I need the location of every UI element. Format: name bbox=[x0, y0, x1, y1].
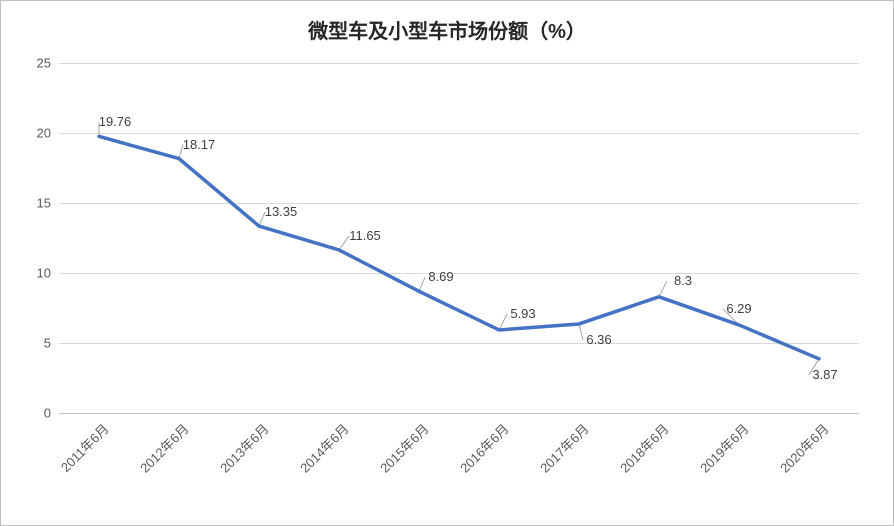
leader-line bbox=[499, 314, 507, 330]
data-label: 11.65 bbox=[349, 228, 381, 243]
y-tick-label: 0 bbox=[44, 406, 59, 421]
x-tick-label: 2017年6月 bbox=[535, 419, 592, 476]
y-tick-label: 15 bbox=[37, 196, 59, 211]
data-label: 6.29 bbox=[726, 301, 751, 316]
data-label: 5.93 bbox=[510, 306, 535, 321]
y-tick-label: 25 bbox=[37, 56, 59, 71]
data-label: 8.3 bbox=[674, 273, 692, 288]
x-tick-label: 2016年6月 bbox=[455, 419, 512, 476]
data-label: 13.35 bbox=[265, 204, 298, 219]
x-tick-label: 2011年6月 bbox=[56, 419, 113, 476]
leader-line bbox=[339, 236, 349, 250]
x-tick-label: 2013年6月 bbox=[215, 419, 272, 476]
data-label: 18.17 bbox=[183, 137, 216, 152]
chart-container: 微型车及小型车市场份额（%） 05101520252011年6月2012年6月2… bbox=[0, 0, 894, 526]
x-tick-label: 2015年6月 bbox=[375, 419, 432, 476]
data-label: 19.76 bbox=[99, 114, 132, 129]
series-line bbox=[99, 136, 819, 358]
y-tick-label: 20 bbox=[37, 126, 59, 141]
y-tick-label: 10 bbox=[37, 266, 59, 281]
x-tick-label: 2018年6月 bbox=[615, 419, 672, 476]
x-tick-label: 2012年6月 bbox=[135, 419, 192, 476]
plot-area: 05101520252011年6月2012年6月2013年6月2014年6月20… bbox=[59, 63, 859, 413]
data-label: 3.87 bbox=[812, 367, 837, 382]
data-label: 6.36 bbox=[586, 332, 611, 347]
leader-line bbox=[579, 324, 583, 340]
data-label: 8.69 bbox=[428, 269, 453, 284]
chart-title: 微型车及小型车市场份额（%） bbox=[1, 1, 893, 44]
x-tick-label: 2014年6月 bbox=[295, 419, 352, 476]
leader-line bbox=[659, 281, 667, 297]
x-tick-label: 2020年6月 bbox=[775, 419, 832, 476]
y-tick-label: 5 bbox=[44, 336, 59, 351]
gridline bbox=[59, 413, 859, 414]
x-tick-label: 2019年6月 bbox=[695, 419, 752, 476]
leader-line bbox=[419, 277, 425, 291]
series-svg bbox=[59, 63, 859, 413]
